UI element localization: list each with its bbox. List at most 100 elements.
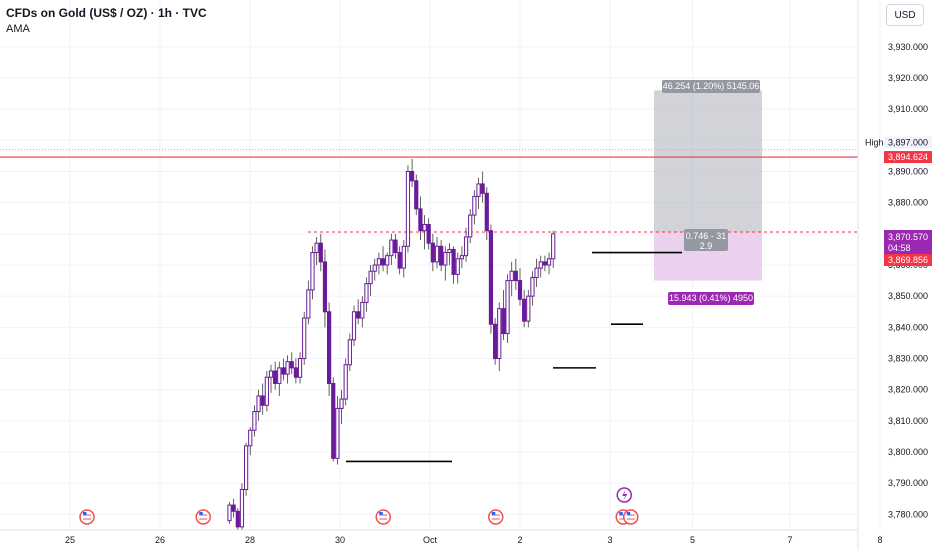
- candle-body: [306, 289, 311, 319]
- flag-canton: [619, 512, 623, 515]
- candle-body: [297, 358, 303, 378]
- y-tick-label: 3,890.000: [888, 166, 928, 176]
- high-tag-value: 3,897.000: [888, 138, 928, 148]
- candle-body: [455, 258, 460, 275]
- y-tick-label: 3,830.000: [888, 354, 928, 364]
- y-tick-label: 3,930.000: [888, 42, 928, 52]
- candle-body: [410, 170, 415, 182]
- candle-body: [505, 280, 510, 335]
- target-label-bg: [662, 80, 760, 93]
- candle-body: [356, 311, 361, 319]
- candle-body: [501, 308, 506, 335]
- candle-body: [327, 311, 332, 384]
- candle-body: [439, 245, 444, 266]
- candle-body: [322, 261, 328, 313]
- y-tick-label: 3,850.000: [888, 291, 928, 301]
- resistance-tag-bg: [884, 151, 932, 164]
- candle-body: [273, 370, 278, 384]
- candle-body: [231, 504, 236, 512]
- y-tick-label: 3,800.000: [888, 447, 928, 457]
- candle-body: [277, 367, 282, 384]
- x-tick-label: 7: [787, 535, 792, 545]
- chart-header: CFDs on Gold (US$ / OZ) · 1h · TVC AMA: [6, 6, 207, 35]
- y-tick-label: 3,880.000: [888, 198, 928, 208]
- x-tick-label: 25: [65, 535, 75, 545]
- candle-body: [389, 239, 394, 257]
- candle-body: [513, 270, 518, 282]
- candle-body: [372, 264, 377, 272]
- candle-body: [397, 252, 402, 269]
- candle-body: [405, 170, 411, 247]
- countdown-tag: 04:58: [888, 243, 911, 253]
- candle-body: [244, 445, 249, 490]
- us-flag-event-icon: [623, 509, 639, 525]
- candle-body: [368, 270, 373, 285]
- indicator-label[interactable]: AMA: [6, 23, 30, 35]
- candle-body: [484, 192, 489, 232]
- candle-body: [434, 245, 440, 263]
- candle-body: [260, 395, 265, 406]
- x-tick-label: 28: [245, 535, 255, 545]
- target-zone: [654, 90, 762, 233]
- candle-body: [285, 361, 290, 375]
- us-flag-event-icon: [375, 509, 391, 525]
- y-tick-label: 3,790.000: [888, 478, 928, 488]
- candle-body: [256, 395, 261, 413]
- candle-body: [239, 488, 245, 528]
- candle-body: [268, 370, 274, 378]
- ratio-label-bg: [684, 229, 728, 251]
- candle-body: [360, 301, 365, 319]
- ratio-label: 0.746 - 31: [686, 231, 727, 241]
- candle-body: [493, 323, 498, 360]
- candle-body: [252, 411, 257, 431]
- candle-body: [281, 367, 286, 375]
- candle-body: [351, 311, 357, 341]
- x-tick-label: 2: [517, 535, 522, 545]
- candle-body: [380, 258, 386, 266]
- candle-body: [335, 407, 340, 459]
- candle-body: [526, 295, 531, 322]
- candle-body: [468, 214, 473, 238]
- candle-body: [310, 252, 315, 291]
- y-tick-label: 3,840.000: [888, 322, 928, 332]
- candle-body: [331, 382, 336, 459]
- currency-button[interactable]: USD: [886, 4, 924, 26]
- candle-body: [293, 367, 298, 378]
- previous-tag-bg: [884, 254, 932, 266]
- candle-body: [509, 270, 514, 282]
- candle-body: [476, 183, 481, 197]
- ratio-sub-label: 2.9: [700, 241, 713, 251]
- flag-canton: [199, 512, 203, 515]
- flag-canton: [379, 512, 383, 515]
- us-flag-event-icon: [195, 509, 211, 525]
- candle-body: [443, 252, 448, 266]
- x-tick-label: 5: [690, 535, 695, 545]
- candle-body: [227, 504, 232, 522]
- y-tick-label: 3,910.000: [888, 104, 928, 114]
- candle-body: [430, 242, 435, 263]
- candle-body: [538, 261, 543, 269]
- previous-tag-value: 3,869.856: [888, 255, 928, 265]
- target-label: 46.254 (1.20%) 5145.06: [663, 81, 760, 91]
- candle-body: [463, 236, 469, 257]
- symbol-title[interactable]: CFDs on Gold (US$ / OZ) · 1h · TVC: [6, 6, 207, 20]
- candle-body: [318, 242, 323, 263]
- flag-canton: [491, 512, 496, 515]
- candle-body: [248, 429, 253, 447]
- lightning-bolt: [622, 490, 628, 501]
- candle-body: [314, 242, 319, 254]
- candle-body: [418, 208, 423, 232]
- us-flag-event-icon: [488, 509, 504, 525]
- candle-body: [376, 258, 381, 266]
- stop-label-bg: [668, 292, 754, 305]
- high-tag-label: High: [865, 138, 884, 148]
- candle-body: [414, 180, 419, 210]
- candle-body: [522, 298, 527, 322]
- us-flag-event-icon: [79, 509, 95, 525]
- candle-body: [447, 248, 452, 254]
- candle-body: [347, 339, 352, 366]
- candle-body: [339, 398, 344, 409]
- y-tick-label: 3,920.000: [888, 73, 928, 83]
